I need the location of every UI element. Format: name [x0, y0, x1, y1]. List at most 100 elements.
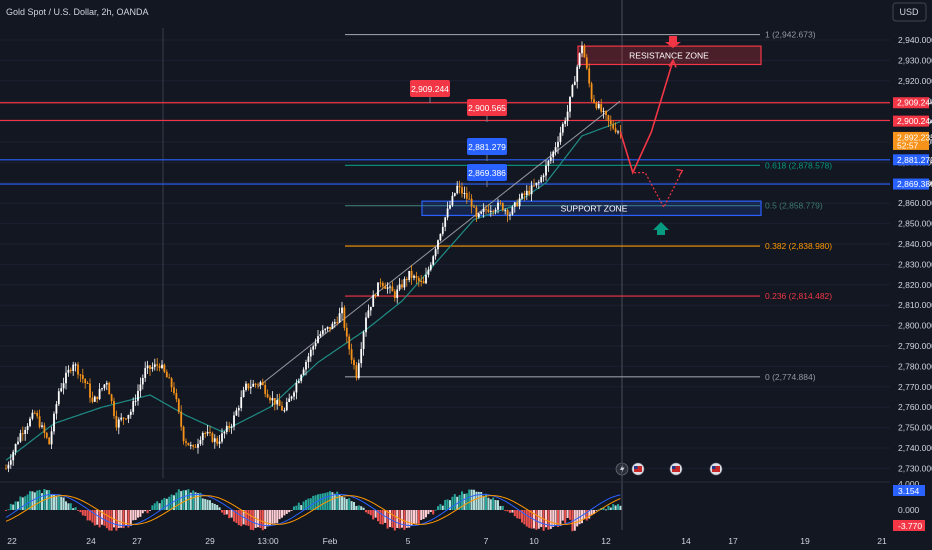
histogram-bar	[144, 510, 147, 512]
fibonacci-retracement[interactable]: 1 (2,942.673) 0.618 (2,878.578) 0.5 (2,858…	[345, 30, 832, 382]
candle-body	[156, 364, 159, 366]
candle-body	[609, 120, 612, 125]
histogram-bar	[261, 510, 264, 531]
candle-body	[432, 256, 435, 265]
histogram-bar	[89, 510, 91, 521]
flag-stripes	[634, 466, 642, 472]
histogram-bar	[41, 493, 43, 510]
histogram-bar	[607, 505, 610, 510]
candlesticks[interactable]	[5, 41, 622, 473]
price-tick-label: 2,800.000	[898, 321, 932, 331]
histogram-bar	[338, 494, 341, 510]
time-axis[interactable]: 22 24 27 29 13:00 Feb 5 7 10 12 14 17 19 21	[7, 536, 887, 546]
candle-body	[525, 190, 528, 195]
candle-body	[456, 185, 459, 194]
candle-body	[151, 366, 154, 369]
axis-price-tag	[893, 115, 929, 127]
candle-body	[341, 307, 343, 314]
candle-body	[386, 287, 389, 289]
histogram-bar	[497, 500, 499, 510]
candle-body	[417, 278, 420, 281]
candle-body	[218, 441, 221, 444]
histogram-bar	[194, 492, 197, 510]
support-zone-label: SUPPORT ZONE	[561, 203, 628, 213]
histogram-bar	[422, 510, 425, 520]
annotations[interactable]	[615, 36, 723, 476]
histogram-bar	[528, 510, 531, 528]
candle-body	[249, 386, 252, 389]
price-tick-label: 2,940.000	[898, 35, 932, 45]
histogram-bar	[425, 510, 427, 518]
histogram-bar	[240, 510, 243, 527]
candle-body	[141, 377, 144, 385]
histogram-bar	[283, 510, 286, 516]
candle-body	[379, 282, 382, 284]
histogram-bar	[271, 510, 274, 524]
candle-body	[468, 198, 471, 200]
candle-body	[338, 313, 341, 323]
candle-body	[17, 441, 19, 444]
histogram-bar	[77, 510, 79, 511]
candle-body	[223, 432, 226, 434]
time-tick-label: 14	[681, 536, 691, 546]
flag-canton	[634, 466, 638, 469]
histogram-bar	[482, 495, 485, 510]
candle-body	[120, 417, 123, 420]
histogram-bar	[477, 491, 480, 510]
candle-body	[564, 120, 567, 125]
histogram-bar	[535, 510, 538, 530]
candle-body	[600, 104, 603, 112]
candle-body	[185, 441, 187, 443]
histogram-bar	[537, 510, 540, 529]
histogram-bar	[499, 505, 502, 510]
candle-body	[24, 430, 27, 434]
price-axis[interactable]: 2,940.0002,930.0002,920.0002,910.0002,90…	[893, 35, 932, 531]
candle-body	[384, 286, 387, 289]
histogram-bar	[513, 510, 516, 517]
candle-body	[235, 410, 238, 416]
histogram-bar	[525, 510, 528, 527]
histogram-bar	[542, 510, 545, 531]
axis-price-tag	[893, 154, 929, 166]
histogram-bar	[105, 510, 108, 529]
candle-body	[209, 431, 211, 434]
candle-body	[528, 190, 531, 195]
candle-body	[554, 147, 557, 152]
candle-body	[533, 185, 535, 187]
candle-body	[158, 365, 161, 369]
candle-body	[511, 206, 514, 215]
candle-body	[84, 378, 87, 383]
candle-body	[509, 214, 511, 216]
histogram-bar	[581, 510, 583, 524]
histogram-bar	[609, 507, 612, 510]
candle-body	[429, 264, 432, 270]
histogram-bar	[228, 510, 231, 519]
candle-body	[540, 177, 543, 183]
time-tick-label: Feb	[323, 536, 338, 546]
candle-body	[362, 332, 365, 350]
candle-body	[461, 187, 463, 194]
candle-body	[561, 124, 564, 133]
axis-price-tag-text: 2,892.235	[897, 132, 932, 142]
time-tick-label: 13:00	[257, 536, 279, 546]
candle-body	[336, 322, 339, 324]
histogram-bar	[302, 501, 305, 510]
histogram-bar	[381, 510, 384, 525]
candle-body	[228, 425, 231, 428]
price-tick-label: 2,820.000	[898, 280, 932, 290]
histogram-bar	[81, 510, 84, 516]
currency-button[interactable]: USD	[892, 2, 927, 22]
histogram-bar	[288, 510, 291, 513]
candle-body	[50, 431, 53, 445]
histogram-bar	[98, 510, 101, 528]
horizontal-levels[interactable]: 2,909.244 2,900.565 2,881.279 2,869.386	[0, 80, 890, 187]
candle-body	[321, 330, 324, 335]
candle-body	[545, 165, 547, 176]
histogram-bar	[300, 505, 303, 510]
price-tag-text: 2,909.244	[411, 84, 449, 94]
histogram-bar	[518, 510, 521, 519]
histogram-bar	[122, 510, 125, 529]
candle-body	[612, 124, 615, 129]
